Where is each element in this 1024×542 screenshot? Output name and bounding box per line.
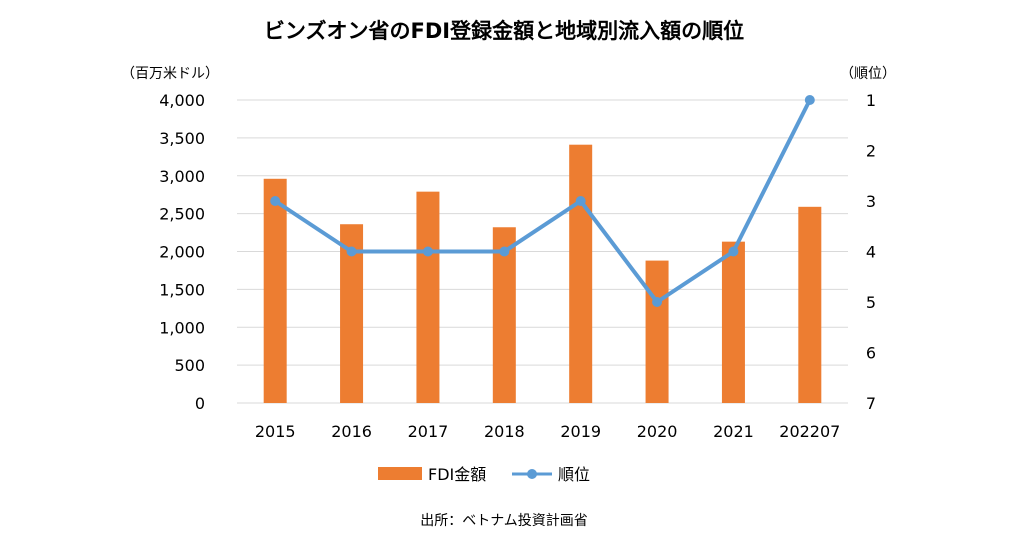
left-tick-label: 500: [174, 356, 205, 375]
bar-2019: [569, 144, 593, 403]
rank-point-2015: [270, 196, 281, 206]
gridlines: [237, 99, 848, 404]
legend: FDI金額 順位: [378, 465, 590, 484]
legend-swatch-fdi: [378, 467, 422, 480]
right-axis-ticks: 1 2 3 4 5 6 7: [866, 91, 876, 413]
rank-line: [274, 99, 812, 304]
bar-202207: [798, 206, 822, 403]
x-tick-label: 2016: [331, 422, 372, 441]
x-axis-ticks: 2015 2016 2017 2018 2019 2020 2021 202207: [255, 422, 841, 441]
legend-swatch-rank-marker: [527, 469, 537, 479]
x-tick-label: 2017: [408, 422, 449, 441]
left-tick-label: 2,500: [159, 205, 205, 224]
right-tick-label: 3: [866, 192, 876, 211]
chart-title: ビンズオン省のFDI登録金額と地域別流入額の順位: [264, 19, 744, 43]
bar-2017: [416, 191, 440, 403]
left-tick-label: 3,500: [159, 129, 205, 148]
x-tick-label: 2021: [713, 422, 754, 441]
legend-label-fdi: FDI金額: [428, 465, 486, 484]
bar-2015: [263, 178, 287, 403]
left-tick-label: 1,000: [159, 318, 205, 337]
rank-point-2020: [652, 297, 663, 307]
left-tick-label: 1,500: [159, 280, 205, 299]
rank-point-2018: [499, 246, 510, 257]
x-tick-label: 202207: [779, 422, 840, 441]
legend-label-rank: 順位: [558, 465, 590, 484]
bar-2020: [645, 260, 669, 403]
left-axis-unit: （百万米ドル）: [121, 66, 219, 82]
left-axis-ticks: 0 500 1,000 1,500 2,000 2,500 3,000 3,500 4,000: [159, 91, 205, 413]
source-note: 出所：ベトナム投資計画省: [420, 513, 588, 529]
right-tick-label: 1: [866, 91, 876, 110]
x-tick-label: 2019: [560, 422, 601, 441]
rank-point-2021: [728, 246, 739, 257]
bar-2021: [721, 241, 745, 403]
fdi-bars: [263, 144, 822, 403]
rank-point-2016: [346, 246, 357, 257]
right-tick-label: 5: [866, 293, 876, 312]
left-tick-label: 0: [195, 394, 205, 413]
right-axis-unit: （順位）: [840, 66, 896, 82]
bar-2018: [492, 227, 516, 403]
x-tick-label: 2015: [255, 422, 296, 441]
rank-point-2017: [422, 246, 433, 257]
rank-point-202207: [804, 95, 815, 105]
rank-line-group: [270, 95, 815, 307]
right-tick-label: 6: [866, 344, 876, 363]
x-tick-label: 2018: [484, 422, 525, 441]
left-tick-label: 4,000: [159, 91, 205, 110]
right-tick-label: 2: [866, 142, 876, 161]
x-tick-label: 2020: [637, 422, 678, 441]
bar-2016: [340, 224, 364, 403]
left-tick-label: 2,000: [159, 243, 205, 262]
rank-point-2019: [575, 196, 586, 206]
left-tick-label: 3,000: [159, 167, 205, 186]
right-tick-label: 4: [866, 243, 876, 262]
right-tick-label: 7: [866, 394, 876, 413]
